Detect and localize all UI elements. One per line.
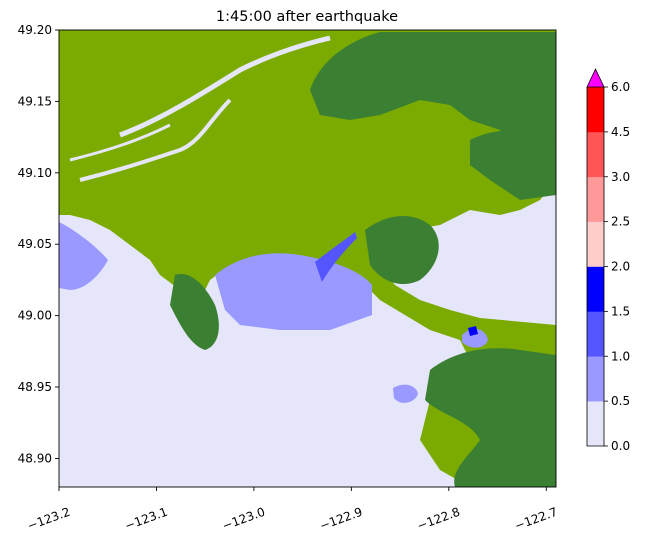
- colorbar-tick-label: 0.0: [611, 439, 630, 453]
- colorbar-extend-arrow: [586, 68, 605, 88]
- flood-zone-boundary-bay: [215, 253, 372, 330]
- x-tick-label: −123.0: [220, 505, 267, 533]
- highland-southeast: [425, 348, 556, 487]
- y-axis: 48.90 48.95 49.00 49.05 49.10 49.15 49.20: [18, 23, 59, 465]
- plot-area: [58, 29, 557, 488]
- colorbar-bin: [587, 176, 604, 222]
- x-tick-label: −122.7: [513, 505, 560, 533]
- map-raster: [59, 30, 556, 487]
- colorbar-tick-label: 0.5: [611, 394, 630, 408]
- river-channel-south: [69, 123, 171, 162]
- y-tick-label: 48.90: [18, 451, 52, 465]
- highland-north: [310, 32, 556, 150]
- flood-zone-spot: [393, 384, 418, 403]
- y-tick-label: 48.95: [18, 380, 52, 394]
- flood-zone-channel: [315, 232, 357, 282]
- river-channel-main: [79, 98, 232, 182]
- chart-title: 1:45:00 after earthquake: [216, 9, 398, 25]
- y-tick-label: 49.00: [18, 309, 52, 323]
- flood-zone-west: [59, 222, 108, 290]
- x-axis: −123.2 −123.1 −123.0 −122.9 −122.8 −122.7: [25, 487, 559, 533]
- colorbar-tick-label: 1.0: [611, 349, 630, 363]
- colorbar-bin: [587, 221, 604, 267]
- highland-point-roberts: [170, 274, 219, 350]
- y-tick-label: 49.10: [18, 166, 52, 180]
- river-channel-north: [119, 35, 331, 138]
- colorbar-tick-label: 4.5: [611, 125, 630, 139]
- colorbar-bin: [587, 131, 604, 178]
- colorbar-bin: [587, 356, 604, 402]
- colorbar-bin: [587, 311, 604, 357]
- colorbar: 0.0 0.5 1.0 1.5 2.0 2.5 3.0 4.5 6.0: [586, 68, 630, 453]
- colorbar-tick-label: 3.0: [611, 170, 630, 184]
- colorbar-bin: [587, 266, 604, 312]
- x-tick-label: −122.9: [318, 505, 365, 533]
- colorbar-tick-label: 2.0: [611, 260, 630, 274]
- colorbar-tick-label: 6.0: [611, 80, 630, 94]
- flood-zone-blaine-core: [468, 326, 478, 336]
- colorbar-tick-label: 1.5: [611, 304, 630, 318]
- colorbar-bin: [587, 401, 604, 447]
- y-tick-label: 49.15: [18, 94, 52, 108]
- flood-zone-blaine: [462, 328, 488, 348]
- colorbar-bin: [587, 87, 604, 133]
- x-tick-label: −123.1: [123, 505, 170, 533]
- x-tick-label: −122.8: [415, 505, 462, 533]
- highland-peninsula: [365, 215, 439, 285]
- lowland-area: [59, 30, 556, 487]
- y-tick-label: 49.20: [18, 23, 52, 37]
- y-tick-label: 49.05: [18, 237, 52, 251]
- plot-frame: [58, 29, 557, 488]
- highland-east: [470, 130, 556, 200]
- x-tick-label: −123.2: [25, 505, 72, 533]
- colorbar-tick-label: 2.5: [611, 215, 630, 229]
